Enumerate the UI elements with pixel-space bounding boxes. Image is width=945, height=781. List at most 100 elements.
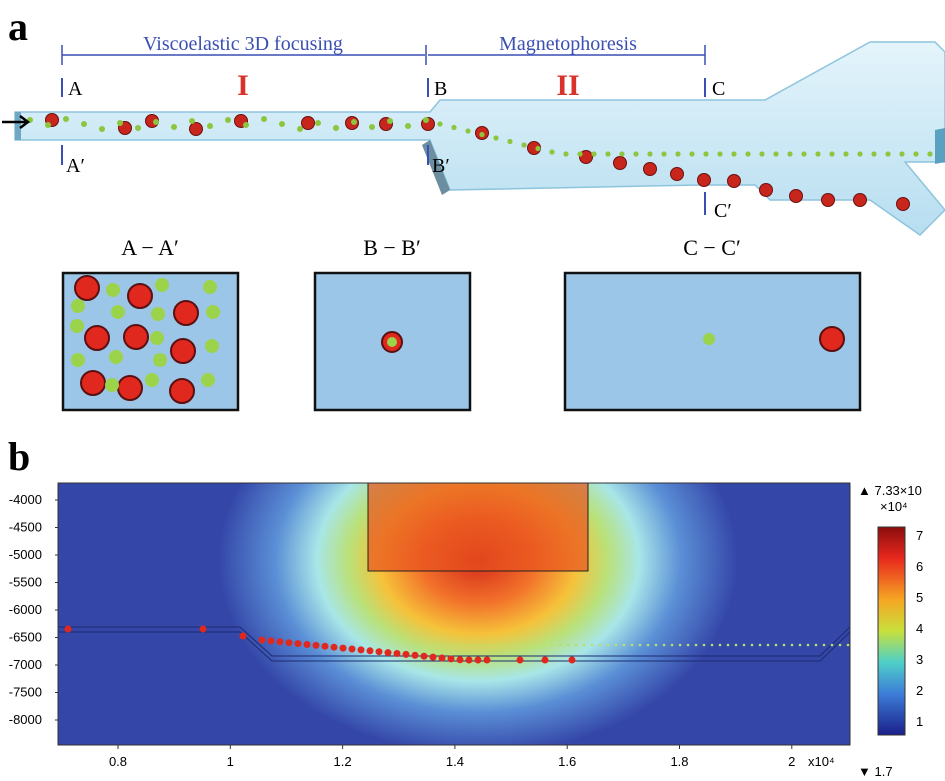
section-title: A − A′ <box>121 235 179 260</box>
red-particle <box>727 174 741 188</box>
colorbar-exponent: ×10⁴ <box>880 499 908 514</box>
red-particle <box>697 173 711 187</box>
x-tick-label: 1.8 <box>670 754 688 769</box>
red-particle <box>267 637 275 645</box>
green-particle <box>703 333 715 345</box>
red-particle <box>613 156 627 170</box>
green-particle <box>387 337 397 347</box>
red-particle <box>84 325 110 351</box>
green-particle <box>773 151 779 157</box>
green-particle <box>790 643 794 647</box>
green-particle <box>614 643 618 647</box>
green-particle <box>542 643 546 647</box>
y-tick-label: -4500 <box>9 520 42 535</box>
x-tick-label: 2 <box>788 754 795 769</box>
green-particle <box>479 131 485 138</box>
red-particle <box>821 193 835 207</box>
red-particle <box>789 189 803 203</box>
red-particle <box>474 656 482 664</box>
red-particle <box>420 652 428 660</box>
red-particle <box>127 283 153 309</box>
green-particle <box>70 319 84 333</box>
green-particle <box>899 151 905 157</box>
green-particle <box>661 151 667 157</box>
y-tick-label: -8000 <box>9 712 42 727</box>
green-particle <box>574 643 578 647</box>
green-particle <box>742 643 746 647</box>
green-particle <box>577 151 583 157</box>
green-particle <box>203 280 217 294</box>
green-particle <box>494 643 498 647</box>
green-particle <box>758 643 762 647</box>
red-particle <box>375 648 383 656</box>
green-particle <box>405 123 411 129</box>
green-particle <box>81 121 87 127</box>
red-particle <box>239 632 247 640</box>
green-particle <box>598 643 602 647</box>
green-particle <box>702 643 706 647</box>
green-particle <box>782 643 786 647</box>
red-particle <box>568 656 576 664</box>
red-particle <box>80 370 106 396</box>
section-title: B − B′ <box>363 235 421 260</box>
green-particle <box>470 643 474 647</box>
green-particle <box>822 643 826 647</box>
green-particle <box>549 149 555 155</box>
trajectory <box>64 625 850 664</box>
green-particle <box>99 126 105 132</box>
green-particle <box>153 119 159 125</box>
red-particle <box>294 640 302 648</box>
green-particle <box>518 643 522 647</box>
green-particle <box>646 643 650 647</box>
red-particle <box>465 656 473 664</box>
green-particle <box>437 121 443 127</box>
red-particle <box>541 656 549 664</box>
green-particle <box>774 643 778 647</box>
y-tick-label: -5500 <box>9 575 42 590</box>
green-particle <box>718 643 722 647</box>
green-particle <box>423 117 429 123</box>
green-particle <box>502 643 506 647</box>
green-particle <box>605 151 611 157</box>
y-tick-label: -5000 <box>9 547 42 562</box>
green-particle <box>279 121 285 127</box>
green-particle <box>638 643 642 647</box>
green-particle <box>446 643 450 647</box>
green-particle <box>846 643 850 647</box>
region-title: Magnetophoresis <box>499 33 637 55</box>
green-particle <box>150 331 164 345</box>
green-particle <box>145 373 159 387</box>
red-particle <box>819 326 845 352</box>
red-particle <box>579 150 593 164</box>
y-tick-label: -6000 <box>9 602 42 617</box>
green-particle <box>590 643 594 647</box>
green-particle <box>726 643 730 647</box>
green-particle <box>315 120 321 126</box>
green-particle <box>333 125 339 131</box>
red-particle <box>64 625 72 633</box>
green-particle <box>619 151 625 157</box>
green-particle <box>750 643 754 647</box>
green-particle <box>662 643 666 647</box>
green-particle <box>387 118 393 124</box>
red-particle <box>330 643 338 651</box>
green-particle <box>534 643 538 647</box>
green-particle <box>582 643 586 647</box>
red-particle <box>483 656 491 664</box>
y-tick-label: -4000 <box>9 492 42 507</box>
y-tick-label: -7500 <box>9 685 42 700</box>
green-particle <box>814 643 818 647</box>
dimension-arrows <box>61 45 706 65</box>
red-particle <box>303 641 311 648</box>
green-particle <box>927 151 933 157</box>
green-particle <box>189 118 195 124</box>
section-markers: A B C A′ B′ C′ <box>66 78 732 222</box>
red-particle <box>393 650 401 657</box>
red-particle <box>456 656 464 664</box>
red-particle <box>74 275 100 301</box>
green-particle <box>105 378 119 392</box>
green-particle <box>829 151 835 157</box>
red-particle <box>348 645 356 653</box>
red-particle <box>670 167 684 181</box>
y-tick-label: -7000 <box>9 657 42 672</box>
